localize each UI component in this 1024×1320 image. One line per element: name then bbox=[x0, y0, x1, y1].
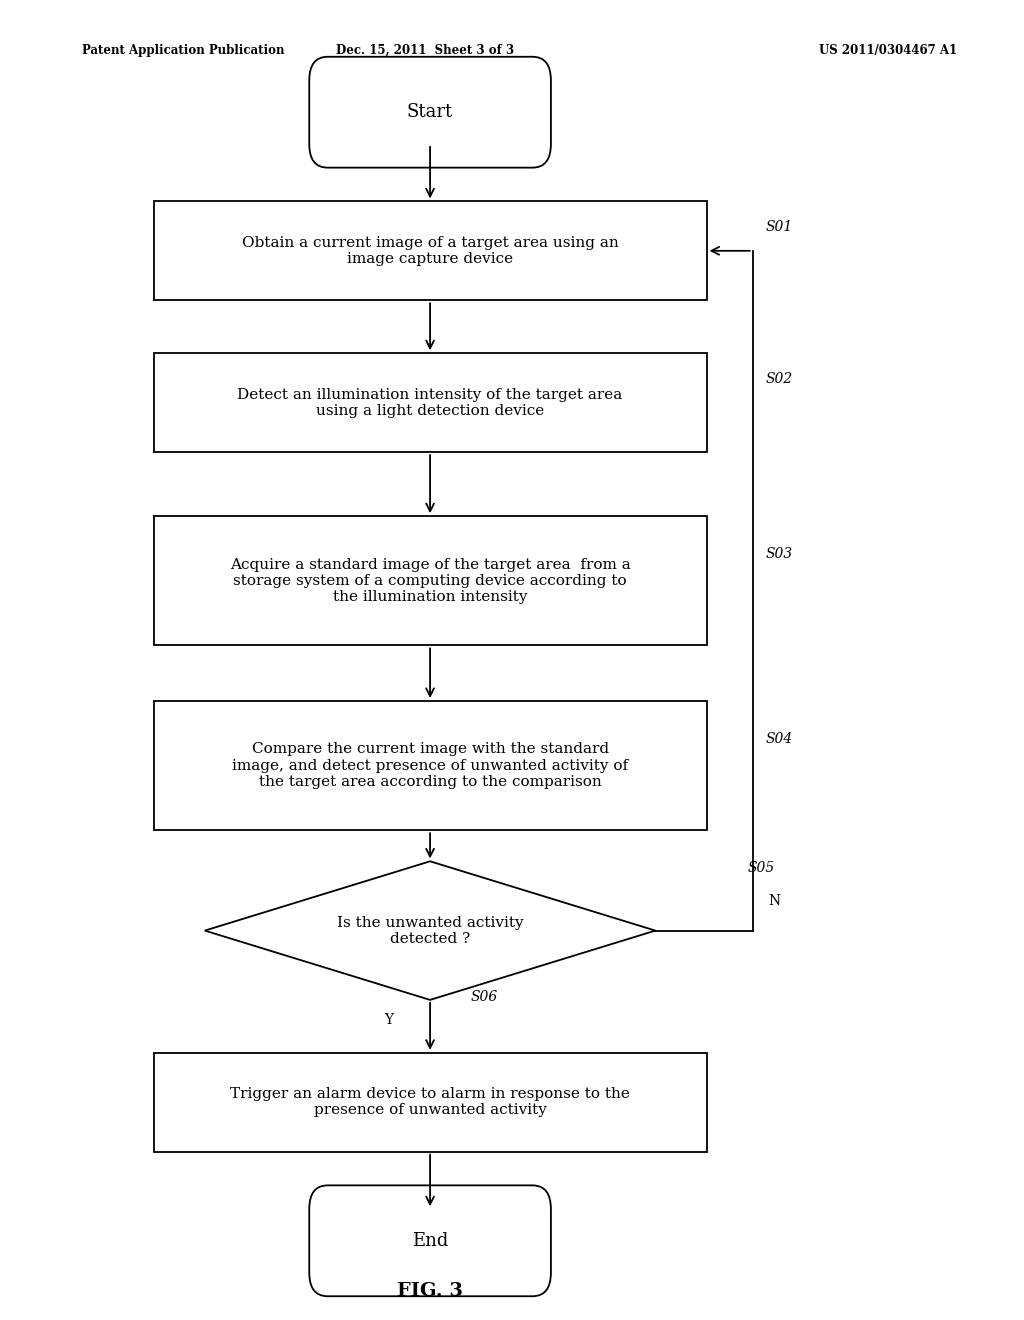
Text: FIG. 3: FIG. 3 bbox=[397, 1282, 463, 1300]
FancyBboxPatch shape bbox=[309, 1185, 551, 1296]
Bar bbox=[154, 201, 707, 300]
Bar bbox=[154, 1053, 707, 1151]
Text: Start: Start bbox=[407, 103, 454, 121]
Text: S05: S05 bbox=[748, 861, 775, 875]
Bar bbox=[154, 354, 707, 451]
Text: End: End bbox=[412, 1232, 449, 1250]
Text: S02: S02 bbox=[766, 372, 794, 385]
FancyBboxPatch shape bbox=[309, 57, 551, 168]
Text: Dec. 15, 2011  Sheet 3 of 3: Dec. 15, 2011 Sheet 3 of 3 bbox=[336, 44, 514, 57]
Text: Is the unwanted activity
detected ?: Is the unwanted activity detected ? bbox=[337, 916, 523, 945]
Text: Acquire a standard image of the target area  from a
storage system of a computin: Acquire a standard image of the target a… bbox=[229, 557, 631, 605]
Text: S04: S04 bbox=[766, 733, 794, 746]
Text: S01: S01 bbox=[766, 220, 794, 234]
Polygon shape bbox=[205, 862, 655, 1001]
Bar bbox=[154, 701, 707, 830]
Text: S06: S06 bbox=[471, 990, 499, 1005]
Text: Compare the current image with the standard
image, and detect presence of unwant: Compare the current image with the stand… bbox=[232, 742, 628, 789]
Text: Obtain a current image of a target area using an
image capture device: Obtain a current image of a target area … bbox=[242, 236, 618, 265]
Text: Patent Application Publication: Patent Application Publication bbox=[82, 44, 285, 57]
Text: S03: S03 bbox=[766, 548, 794, 561]
Text: Y: Y bbox=[385, 1014, 393, 1027]
Text: Trigger an alarm device to alarm in response to the
presence of unwanted activit: Trigger an alarm device to alarm in resp… bbox=[230, 1088, 630, 1117]
Text: Detect an illumination intensity of the target area
using a light detection devi: Detect an illumination intensity of the … bbox=[238, 388, 623, 417]
Bar bbox=[154, 516, 707, 645]
Text: US 2011/0304467 A1: US 2011/0304467 A1 bbox=[819, 44, 957, 57]
Text: N: N bbox=[768, 894, 780, 908]
